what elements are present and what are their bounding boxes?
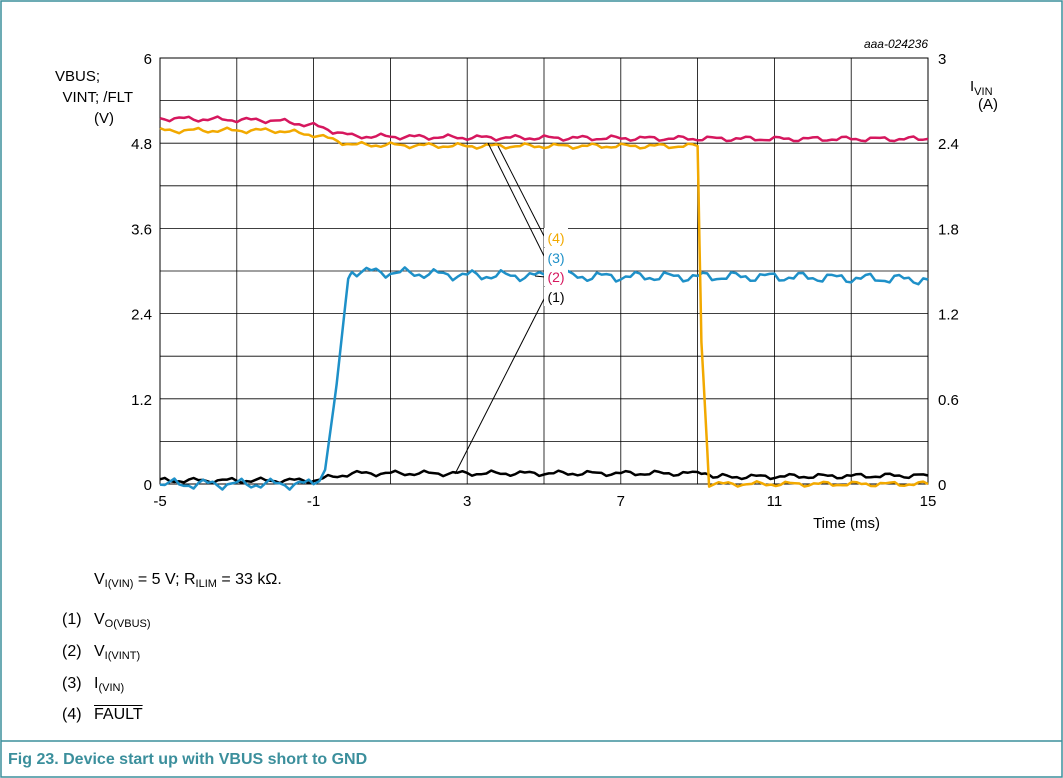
legend-sub: I(VINT) [104, 650, 141, 662]
legend-main-fault: FAULT [94, 706, 143, 723]
y-left-tick-label: 6 [144, 51, 152, 68]
left-axis-label-3: (V) [94, 110, 114, 127]
y-right-tick-label: 2.4 [938, 136, 959, 153]
y-right-tick-label: 0 [938, 477, 946, 494]
left-axis-label-2: VINT; /FLT [62, 89, 133, 106]
x-tick-label: 7 [617, 493, 625, 510]
annotation-label: (3) [547, 250, 564, 266]
legend-num: (3) [62, 675, 82, 692]
legend-sub: (VIN) [98, 682, 125, 694]
legend-item-1: (1) VO(VBUS) [62, 611, 151, 630]
y-left-tick-label: 3.6 [131, 221, 152, 238]
legend-item-3: (3) I(VIN) [62, 675, 124, 694]
y-right-tick-label: 3 [938, 51, 946, 68]
series-line-4 [159, 126, 929, 488]
series-lines [159, 115, 929, 491]
x-tick-label: 3 [463, 493, 471, 510]
annotation-label: (1) [547, 289, 564, 305]
legend-num: (1) [62, 611, 82, 628]
y-right-tick-label: 0.6 [938, 392, 959, 409]
y-right-tick-label: 1.2 [938, 307, 959, 324]
annotation-label-bg [544, 228, 568, 247]
right-axis-label-main: I [970, 78, 974, 95]
left-axis-label-1: VBUS; [55, 68, 100, 85]
series-line-3 [159, 266, 929, 491]
right-axis-unit: (A) [978, 96, 998, 113]
annotation-leader [487, 142, 546, 259]
legend-main: V [94, 643, 105, 660]
grid [159, 57, 929, 485]
y-right-tick-label: 1.8 [938, 221, 959, 238]
x-tick-label: -5 [153, 493, 166, 510]
right-axis-label-sub: VIN [974, 86, 992, 98]
annotation-label-bg [544, 287, 568, 306]
annotation-leader [534, 275, 546, 278]
annotation-label: (4) [547, 230, 564, 246]
cond-v: V [94, 571, 105, 588]
y-left-tick-label: 4.8 [131, 136, 152, 153]
legend-num: (4) [62, 706, 82, 723]
y-left-tick-label: 1.2 [131, 392, 152, 409]
cond-v-sub: I(VIN) [104, 578, 134, 590]
annotation-label: (2) [547, 269, 564, 285]
annotation-label-bg [544, 267, 568, 286]
legend-item-2: (2) VI(VINT) [62, 643, 140, 662]
x-tick-label: 15 [920, 493, 937, 510]
legend-main: V [94, 611, 105, 628]
annotation-leaders: (4) (3) (2) (1) [454, 142, 568, 475]
legend-item-4: (4) FAULT [62, 706, 143, 724]
cond-r-sub: ILIM [195, 578, 217, 590]
x-axis-label: Time (ms) [813, 515, 880, 532]
series-line-1 [159, 469, 929, 485]
test-condition: VI(VIN) = 5 V; RILIM = 33 kΩ. [94, 571, 282, 590]
x-tick-label: -1 [307, 493, 320, 510]
right-axis-label: IVIN [970, 78, 993, 98]
annotation-leader [497, 145, 546, 239]
x-tick-label: 11 [767, 493, 783, 510]
legend-sub: O(VBUS) [104, 618, 151, 630]
y-left-tick-label: 2.4 [131, 307, 152, 324]
legend-main: I [94, 675, 99, 692]
figure-id: aaa-024236 [864, 37, 928, 51]
chart: (4) (3) (2) (1) 0 1.2 2.4 3.6 4.8 6 0 0.6 1.2 1.8 2.4… [131, 51, 959, 510]
annotation-leader [454, 296, 546, 475]
y-left-tick-label: 0 [144, 477, 152, 494]
tick-labels: 0 1.2 2.4 3.6 4.8 6 0 0.6 1.2 1.8 2.4 3 -5 -1 3 7 11 15 [131, 51, 959, 510]
cond-v-rest: = 5 V; R [133, 571, 196, 588]
annotation-label-bg [544, 248, 568, 267]
cond-r-rest: = 33 kΩ. [216, 571, 282, 588]
legend-num: (2) [62, 643, 82, 660]
series-line-2 [159, 115, 929, 143]
figure-caption: Fig 23. Device start up with VBUS short … [8, 751, 368, 768]
